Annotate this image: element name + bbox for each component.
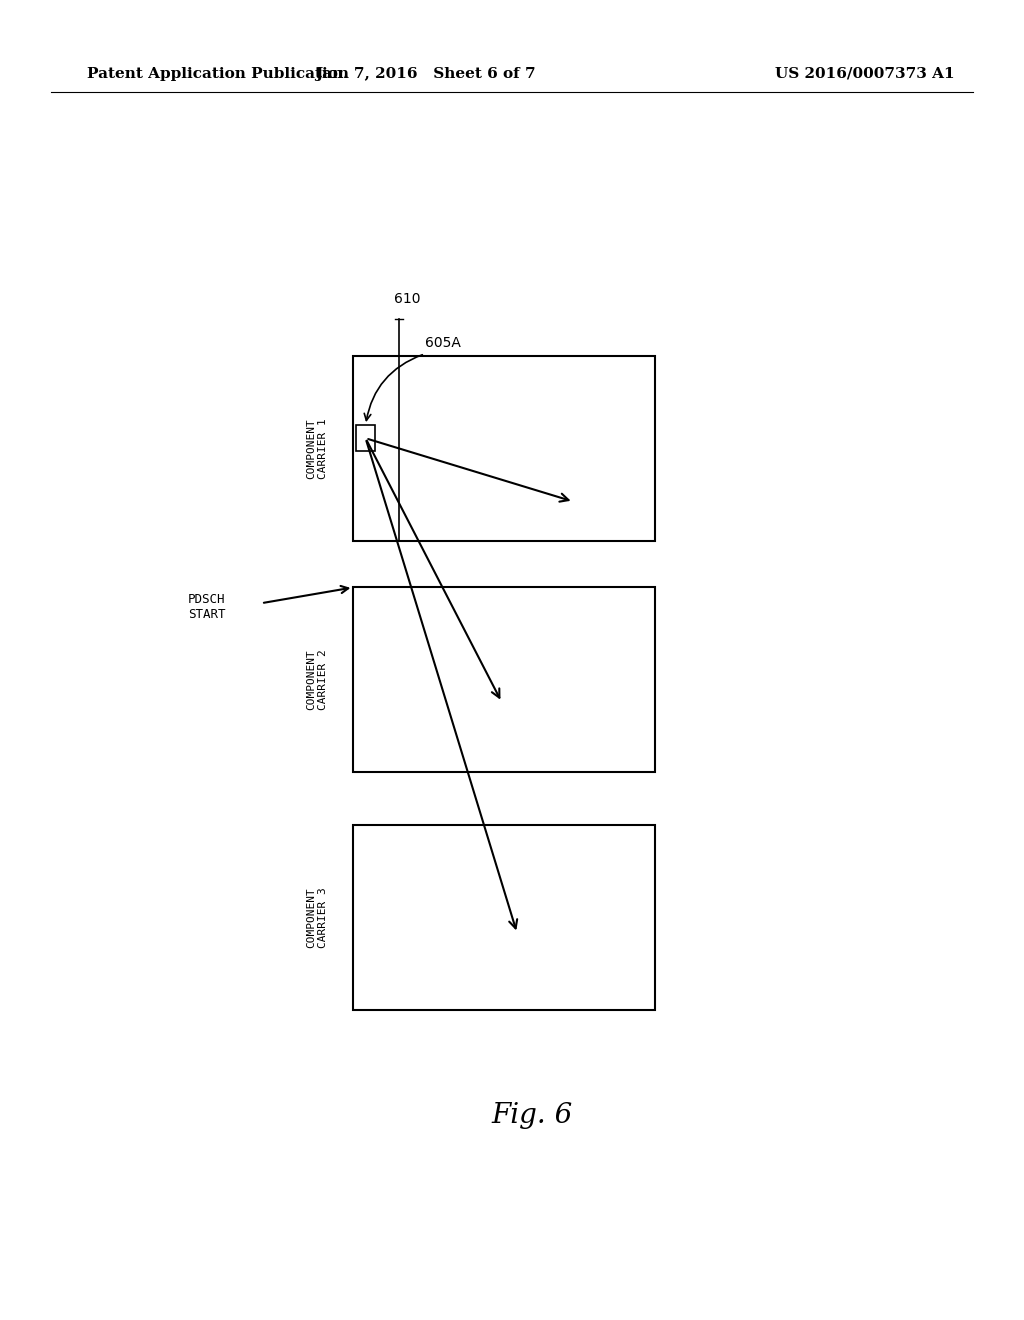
Text: Jan. 7, 2016   Sheet 6 of 7: Jan. 7, 2016 Sheet 6 of 7 bbox=[314, 67, 536, 81]
Text: COMPONENT
CARRIER 3: COMPONENT CARRIER 3 bbox=[306, 887, 329, 948]
Bar bbox=[353, 825, 655, 1010]
Bar bbox=[356, 425, 375, 451]
Text: 610: 610 bbox=[394, 292, 421, 306]
Text: COMPONENT
CARRIER 1: COMPONENT CARRIER 1 bbox=[306, 418, 329, 479]
Text: Fig. 6: Fig. 6 bbox=[492, 1102, 573, 1129]
Text: Patent Application Publication: Patent Application Publication bbox=[87, 67, 349, 81]
Text: 605A: 605A bbox=[425, 337, 461, 350]
Bar bbox=[353, 587, 655, 772]
Text: COMPONENT
CARRIER 2: COMPONENT CARRIER 2 bbox=[306, 649, 329, 710]
Text: US 2016/0007373 A1: US 2016/0007373 A1 bbox=[775, 67, 955, 81]
Text: PDSCH
START: PDSCH START bbox=[187, 593, 225, 622]
Bar bbox=[353, 356, 655, 541]
